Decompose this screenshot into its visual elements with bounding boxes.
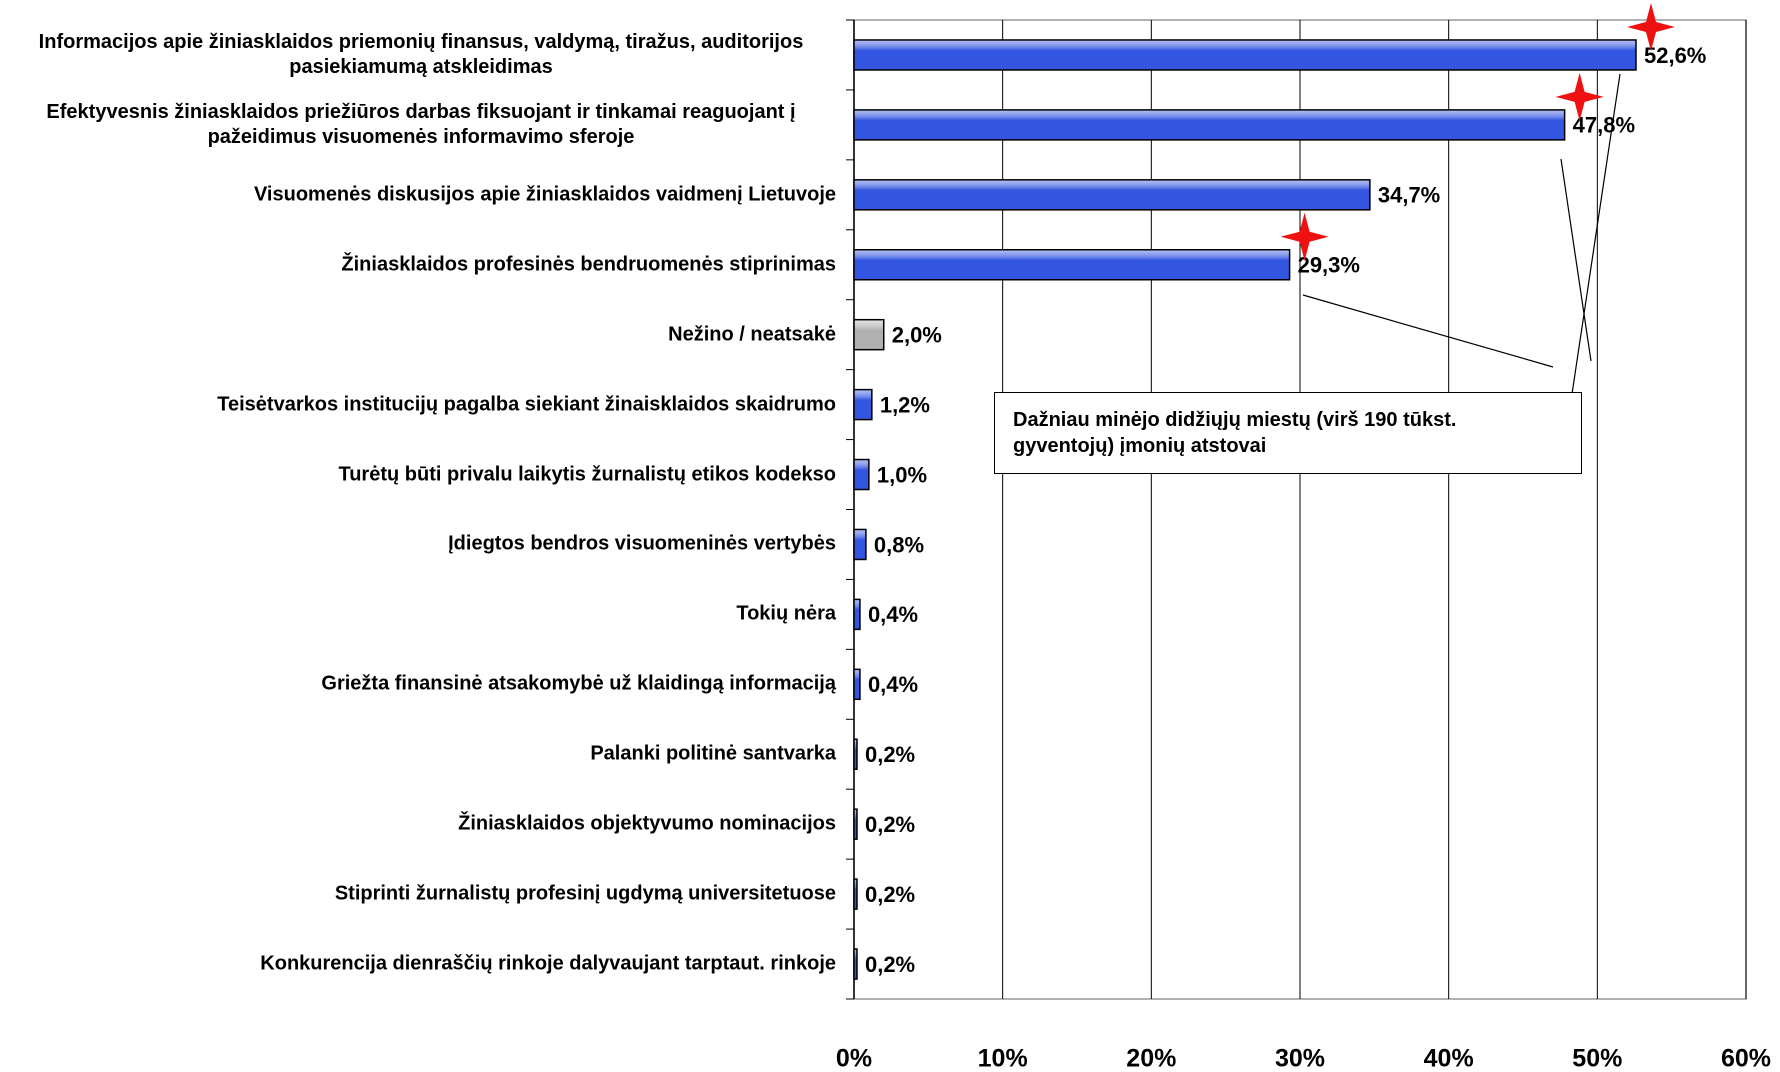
bar — [853, 318, 885, 351]
category-label: Žiniasklaidos objektyvumo nominacijos — [458, 812, 836, 835]
value-label: 1,0% — [877, 462, 927, 487]
value-label: 0,2% — [865, 812, 915, 837]
x-tick-label: 30% — [1275, 1045, 1325, 1072]
value-label: 0,4% — [868, 672, 918, 697]
x-tick-label: 40% — [1424, 1045, 1474, 1072]
category-label: Įdiegtos bendros visuomeninės vertybės — [448, 532, 836, 555]
value-label: 0,4% — [868, 602, 918, 627]
bar — [853, 528, 867, 561]
category-label: Visuomenės diskusijos apie žiniasklaidos… — [253, 183, 836, 206]
value-label: 29,3% — [1298, 253, 1360, 278]
category-label: Griežta finansinė atsakomybė už klaiding… — [321, 672, 836, 695]
bar — [853, 668, 861, 701]
bar — [853, 109, 1566, 141]
star — [1555, 72, 1604, 121]
value-label: 34,7% — [1378, 183, 1440, 208]
category-label: Konkurencija dienraščių rinkoje dalyvauj… — [260, 952, 836, 975]
bars — [853, 39, 1637, 980]
bar — [853, 39, 1637, 71]
star — [1280, 212, 1329, 261]
annotation: Dažniau minėjo didžiųjų miestų (virš 190… — [994, 392, 1582, 474]
category-label: Informacijos apie žiniasklaidos priemoni… — [38, 30, 804, 78]
category-label: Tokių nėra — [736, 602, 836, 625]
value-label: 0,2% — [865, 952, 915, 977]
category-label: Teisėtvarkos institucijų pagalba siekian… — [217, 393, 836, 416]
x-tick-label: 60% — [1721, 1045, 1771, 1072]
category-label: Nežino / neatsakė — [668, 323, 836, 346]
x-tick-label: 10% — [978, 1045, 1028, 1072]
bar — [853, 458, 870, 491]
category-label: Efektyvesnis žiniasklaidos priežiūros da… — [46, 100, 796, 148]
value-label: 2,0% — [892, 322, 942, 347]
connector — [1560, 158, 1592, 362]
category-label: Turėtų būti privalu laikytis žurnalistų … — [338, 463, 836, 486]
bar — [853, 878, 858, 910]
x-tick-label: 20% — [1126, 1045, 1176, 1072]
value-label: 1,2% — [880, 392, 930, 417]
bar — [853, 598, 861, 631]
x-tick-label: 0% — [836, 1045, 872, 1072]
star — [1626, 2, 1675, 51]
bar — [853, 738, 858, 770]
connector — [1568, 73, 1621, 415]
bar — [853, 948, 858, 980]
value-label: 0,8% — [874, 532, 924, 557]
connector — [1302, 294, 1554, 368]
category-label: Stiprinti žurnalistų profesinį ugdymą un… — [334, 882, 836, 905]
labels: 0% 10% 20% 30% 40% 50% 60% 52,6% 47,8% 34,7% 29,3%… — [836, 2, 1771, 1072]
x-tick-label: 50% — [1572, 1045, 1622, 1072]
value-label: 0,2% — [865, 742, 915, 767]
value-label: 0,2% — [865, 882, 915, 907]
bar — [853, 249, 1291, 281]
bar — [853, 808, 858, 840]
category-label: Palanki politinė santvarka — [590, 742, 836, 765]
value-label: 52,6% — [1644, 43, 1706, 68]
bar — [853, 179, 1371, 211]
bar — [853, 388, 873, 421]
grid — [846, 19, 1747, 1000]
value-label: 47,8% — [1573, 113, 1635, 138]
category-label: Žiniasklaidos profesinės bendruomenės st… — [341, 253, 836, 276]
